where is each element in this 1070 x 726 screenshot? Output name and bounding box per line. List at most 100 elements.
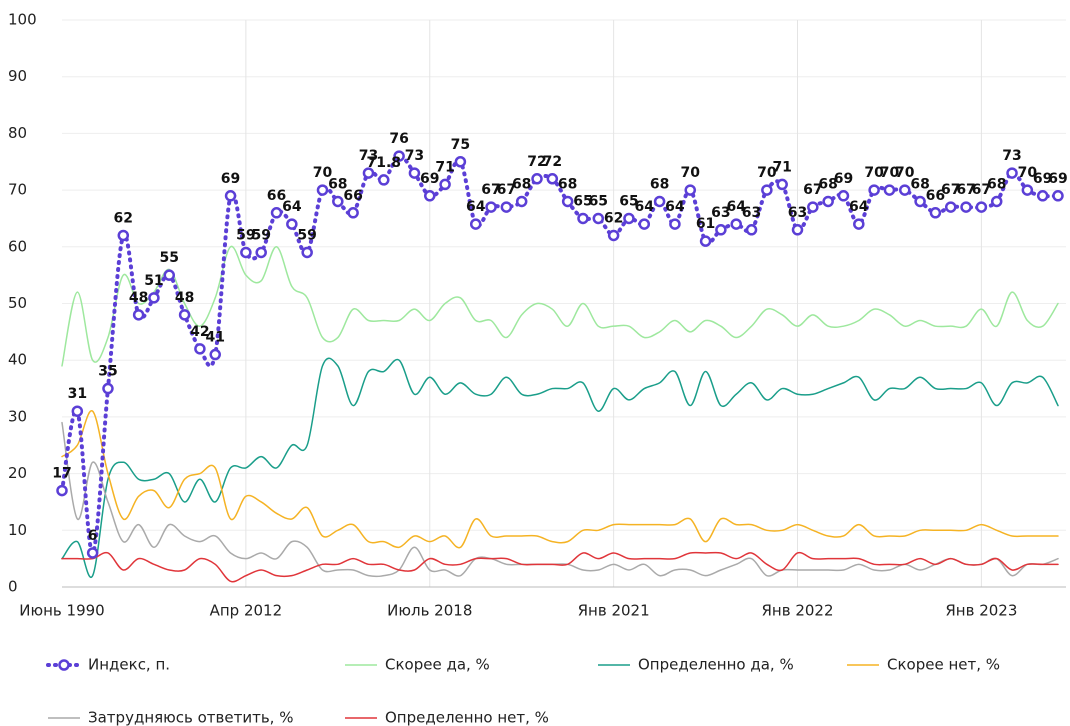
legend-label: Затрудняюсь ответить, %: [88, 709, 293, 726]
point-marker: [347, 207, 359, 219]
x-tick-label: Янв 2023: [945, 602, 1017, 620]
y-tick-label: 60: [8, 237, 27, 255]
point-marker: [378, 174, 390, 186]
series-line: [61, 551, 1059, 583]
data-label: 48: [129, 290, 148, 306]
data-label: 68: [328, 176, 347, 192]
legend-label: Определенно да, %: [638, 656, 794, 674]
point-marker: [638, 218, 651, 230]
data-label: 68: [512, 176, 531, 192]
data-label: 63: [788, 205, 807, 221]
point-marker: [837, 190, 850, 202]
y-tick-label: 40: [8, 351, 27, 369]
point-marker: [148, 292, 160, 304]
data-label: 66: [926, 188, 945, 204]
point-marker: [669, 218, 681, 230]
point-marker: [286, 218, 298, 230]
y-tick-label: 70: [8, 181, 27, 199]
data-label: 68: [650, 176, 669, 192]
legend-label: Скорее нет, %: [887, 656, 1000, 674]
data-label: 69: [1048, 171, 1067, 187]
data-label: 73: [1002, 148, 1021, 164]
point-marker: [332, 195, 344, 208]
point-marker: [362, 167, 375, 179]
x-tick-label: Июль 2018: [387, 602, 472, 620]
data-label: 70: [681, 165, 701, 181]
point-marker: [408, 167, 421, 179]
point-marker: [653, 195, 666, 208]
point-marker: [577, 212, 589, 225]
point-marker: [623, 212, 635, 225]
data-label: 59: [236, 227, 255, 243]
data-label: 68: [818, 176, 837, 192]
data-label: 63: [742, 205, 761, 221]
data-label: 70: [313, 165, 333, 181]
x-tick-label: Июнь 1990: [19, 602, 104, 620]
data-label: 67: [956, 182, 975, 198]
y-tick-label: 10: [8, 521, 27, 539]
point-marker: [546, 173, 559, 185]
data-label: 69: [221, 171, 240, 187]
data-label: 70: [880, 165, 900, 181]
data-label: 71: [435, 159, 454, 175]
data-label: 73: [359, 148, 378, 164]
series-line: [61, 357, 1059, 579]
data-label: 17: [52, 466, 71, 482]
point-marker: [791, 224, 804, 236]
data-label: 73: [405, 148, 424, 164]
data-label: 62: [114, 210, 133, 226]
point-marker: [163, 269, 176, 281]
data-label: 64: [726, 199, 746, 215]
data-label: 70: [757, 165, 777, 181]
data-label: 70: [895, 165, 915, 181]
point-marker: [853, 218, 865, 230]
point-marker: [990, 195, 1003, 208]
data-label: 65: [573, 193, 592, 209]
y-tick-label: 0: [8, 578, 18, 596]
point-marker: [316, 184, 329, 196]
y-tick-label: 30: [8, 407, 27, 425]
data-label: 72: [543, 154, 562, 170]
data-label: 69: [1033, 171, 1052, 187]
point-marker: [899, 184, 911, 196]
point-marker: [485, 201, 497, 213]
point-marker: [1006, 167, 1018, 179]
data-label: 64: [665, 199, 685, 215]
point-marker: [102, 382, 114, 395]
point-marker: [699, 235, 712, 247]
data-label: 51: [144, 273, 163, 289]
data-label: 66: [343, 188, 362, 204]
point-marker: [745, 224, 758, 236]
data-label: 76: [389, 131, 408, 147]
point-marker: [224, 190, 237, 202]
data-label: 42: [190, 324, 209, 340]
data-label: 48: [175, 290, 194, 306]
data-label: 65: [589, 193, 608, 209]
data-label: 68: [910, 176, 929, 192]
y-tick-label: 90: [8, 67, 27, 85]
point-marker: [240, 246, 252, 259]
data-label: 72: [527, 154, 546, 170]
data-label: 61: [696, 216, 715, 232]
data-label: 41: [205, 330, 224, 346]
data-label: 67: [941, 182, 960, 198]
point-marker: [178, 309, 191, 321]
point-marker: [944, 201, 957, 213]
data-label: 35: [98, 364, 117, 380]
point-marker: [761, 184, 773, 196]
data-label: 69: [420, 171, 439, 187]
data-label: 64: [466, 199, 486, 215]
data-label: 62: [604, 210, 623, 226]
point-marker: [500, 201, 513, 213]
data-label: 71.8: [367, 155, 402, 171]
data-label: 66: [267, 188, 286, 204]
point-marker: [56, 484, 68, 497]
data-label: 63: [711, 205, 730, 221]
point-marker: [424, 190, 436, 202]
data-label: 59: [251, 227, 270, 243]
point-marker: [607, 229, 620, 242]
point-marker: [515, 195, 528, 208]
point-marker: [439, 178, 451, 191]
data-label: 67: [803, 182, 822, 198]
